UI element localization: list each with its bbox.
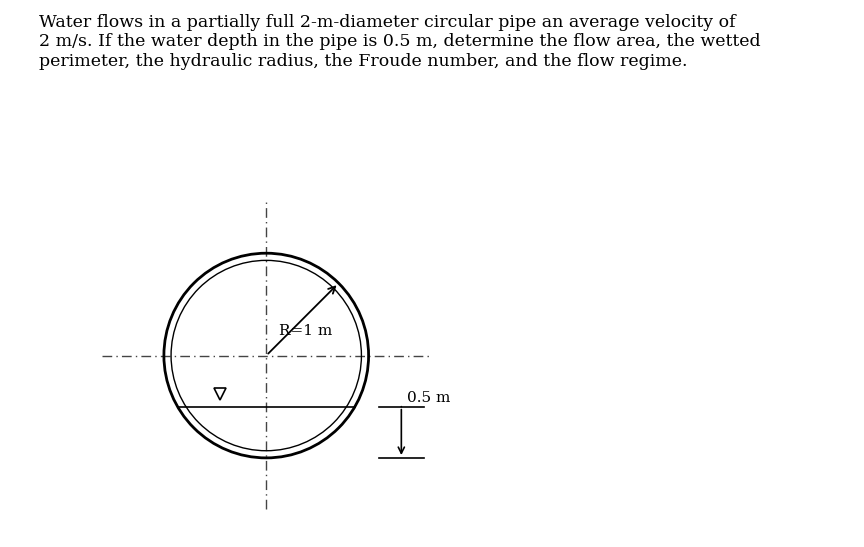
Text: R=1 m: R=1 m [278,324,332,338]
Text: Water flows in a partially full 2-m-diameter circular pipe an average velocity o: Water flows in a partially full 2-m-diam… [39,14,760,70]
Text: 0.5 m: 0.5 m [408,391,451,405]
